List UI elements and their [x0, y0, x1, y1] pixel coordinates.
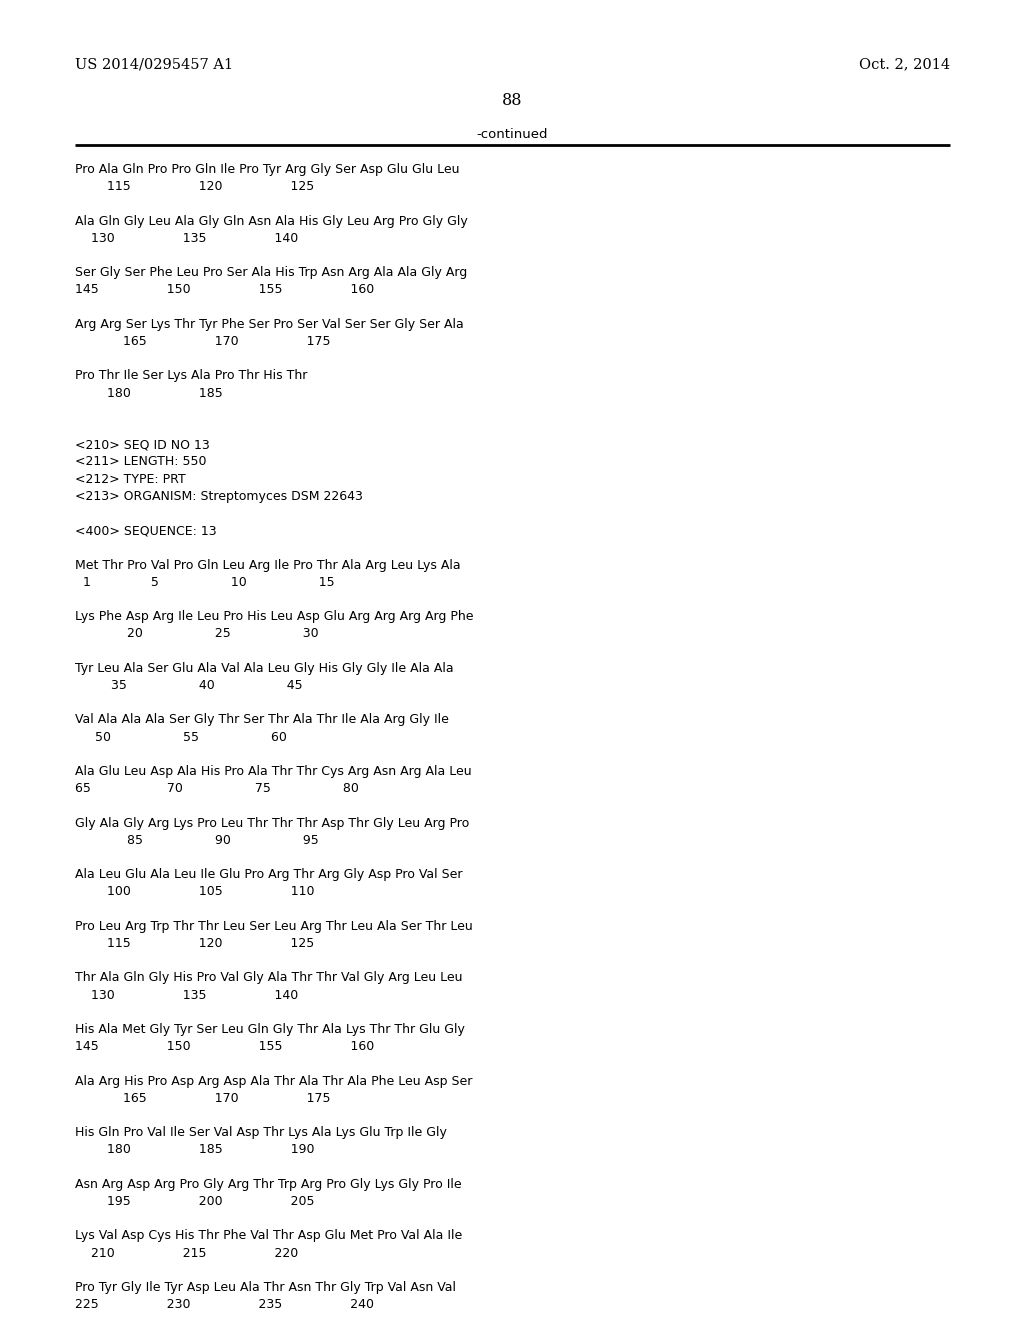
Text: 35                  40                  45: 35 40 45: [75, 678, 303, 692]
Text: Oct. 2, 2014: Oct. 2, 2014: [859, 57, 950, 71]
Text: 225                 230                 235                 240: 225 230 235 240: [75, 1298, 374, 1311]
Text: 180                 185: 180 185: [75, 387, 223, 400]
Text: His Ala Met Gly Tyr Ser Leu Gln Gly Thr Ala Lys Thr Thr Glu Gly: His Ala Met Gly Tyr Ser Leu Gln Gly Thr …: [75, 1023, 465, 1036]
Text: 85                  90                  95: 85 90 95: [75, 834, 318, 847]
Text: Arg Arg Ser Lys Thr Tyr Phe Ser Pro Ser Val Ser Ser Gly Ser Ala: Arg Arg Ser Lys Thr Tyr Phe Ser Pro Ser …: [75, 318, 464, 331]
Text: 195                 200                 205: 195 200 205: [75, 1195, 314, 1208]
Text: Gly Ala Gly Arg Lys Pro Leu Thr Thr Thr Asp Thr Gly Leu Arg Pro: Gly Ala Gly Arg Lys Pro Leu Thr Thr Thr …: [75, 817, 469, 829]
Text: Ala Glu Leu Asp Ala His Pro Ala Thr Thr Cys Arg Asn Arg Ala Leu: Ala Glu Leu Asp Ala His Pro Ala Thr Thr …: [75, 766, 472, 777]
Text: Pro Tyr Gly Ile Tyr Asp Leu Ala Thr Asn Thr Gly Trp Val Asn Val: Pro Tyr Gly Ile Tyr Asp Leu Ala Thr Asn …: [75, 1280, 456, 1294]
Text: Ala Leu Glu Ala Leu Ile Glu Pro Arg Thr Arg Gly Asp Pro Val Ser: Ala Leu Glu Ala Leu Ile Glu Pro Arg Thr …: [75, 869, 463, 882]
Text: 165                 170                 175: 165 170 175: [75, 1092, 331, 1105]
Text: <211> LENGTH: 550: <211> LENGTH: 550: [75, 455, 207, 469]
Text: 20                  25                  30: 20 25 30: [75, 627, 318, 640]
Text: Asn Arg Asp Arg Pro Gly Arg Thr Trp Arg Pro Gly Lys Gly Pro Ile: Asn Arg Asp Arg Pro Gly Arg Thr Trp Arg …: [75, 1177, 462, 1191]
Text: <210> SEQ ID NO 13: <210> SEQ ID NO 13: [75, 438, 210, 451]
Text: Lys Val Asp Cys His Thr Phe Val Thr Asp Glu Met Pro Val Ala Ile: Lys Val Asp Cys His Thr Phe Val Thr Asp …: [75, 1229, 462, 1242]
Text: <400> SEQUENCE: 13: <400> SEQUENCE: 13: [75, 524, 217, 537]
Text: Thr Ala Gln Gly His Pro Val Gly Ala Thr Thr Val Gly Arg Leu Leu: Thr Ala Gln Gly His Pro Val Gly Ala Thr …: [75, 972, 463, 985]
Text: His Gln Pro Val Ile Ser Val Asp Thr Lys Ala Lys Glu Trp Ile Gly: His Gln Pro Val Ile Ser Val Asp Thr Lys …: [75, 1126, 446, 1139]
Text: 50                  55                  60: 50 55 60: [75, 730, 287, 743]
Text: 115                 120                 125: 115 120 125: [75, 181, 314, 193]
Text: Ser Gly Ser Phe Leu Pro Ser Ala His Trp Asn Arg Ala Ala Gly Arg: Ser Gly Ser Phe Leu Pro Ser Ala His Trp …: [75, 267, 467, 280]
Text: 130                 135                 140: 130 135 140: [75, 232, 298, 244]
Text: <213> ORGANISM: Streptomyces DSM 22643: <213> ORGANISM: Streptomyces DSM 22643: [75, 490, 362, 503]
Text: 145                 150                 155                 160: 145 150 155 160: [75, 284, 374, 297]
Text: Met Thr Pro Val Pro Gln Leu Arg Ile Pro Thr Ala Arg Leu Lys Ala: Met Thr Pro Val Pro Gln Leu Arg Ile Pro …: [75, 558, 461, 572]
Text: <212> TYPE: PRT: <212> TYPE: PRT: [75, 473, 185, 486]
Text: 180                 185                 190: 180 185 190: [75, 1143, 314, 1156]
Text: -continued: -continued: [477, 128, 548, 141]
Text: 88: 88: [502, 92, 522, 110]
Text: 145                 150                 155                 160: 145 150 155 160: [75, 1040, 374, 1053]
Text: Tyr Leu Ala Ser Glu Ala Val Ala Leu Gly His Gly Gly Ile Ala Ala: Tyr Leu Ala Ser Glu Ala Val Ala Leu Gly …: [75, 661, 454, 675]
Text: Pro Leu Arg Trp Thr Thr Leu Ser Leu Arg Thr Leu Ala Ser Thr Leu: Pro Leu Arg Trp Thr Thr Leu Ser Leu Arg …: [75, 920, 473, 933]
Text: 1               5                  10                  15: 1 5 10 15: [75, 576, 335, 589]
Text: Val Ala Ala Ala Ser Gly Thr Ser Thr Ala Thr Ile Ala Arg Gly Ile: Val Ala Ala Ala Ser Gly Thr Ser Thr Ala …: [75, 713, 449, 726]
Text: Ala Arg His Pro Asp Arg Asp Ala Thr Ala Thr Ala Phe Leu Asp Ser: Ala Arg His Pro Asp Arg Asp Ala Thr Ala …: [75, 1074, 472, 1088]
Text: 65                   70                  75                  80: 65 70 75 80: [75, 783, 358, 795]
Text: 115                 120                 125: 115 120 125: [75, 937, 314, 950]
Text: Pro Thr Ile Ser Lys Ala Pro Thr His Thr: Pro Thr Ile Ser Lys Ala Pro Thr His Thr: [75, 370, 307, 383]
Text: 130                 135                 140: 130 135 140: [75, 989, 298, 1002]
Text: 210                 215                 220: 210 215 220: [75, 1246, 298, 1259]
Text: 165                 170                 175: 165 170 175: [75, 335, 331, 348]
Text: Lys Phe Asp Arg Ile Leu Pro His Leu Asp Glu Arg Arg Arg Arg Phe: Lys Phe Asp Arg Ile Leu Pro His Leu Asp …: [75, 610, 473, 623]
Text: US 2014/0295457 A1: US 2014/0295457 A1: [75, 57, 233, 71]
Text: Pro Ala Gln Pro Pro Gln Ile Pro Tyr Arg Gly Ser Asp Glu Glu Leu: Pro Ala Gln Pro Pro Gln Ile Pro Tyr Arg …: [75, 162, 460, 176]
Text: Ala Gln Gly Leu Ala Gly Gln Asn Ala His Gly Leu Arg Pro Gly Gly: Ala Gln Gly Leu Ala Gly Gln Asn Ala His …: [75, 215, 468, 227]
Text: 100                 105                 110: 100 105 110: [75, 886, 314, 899]
